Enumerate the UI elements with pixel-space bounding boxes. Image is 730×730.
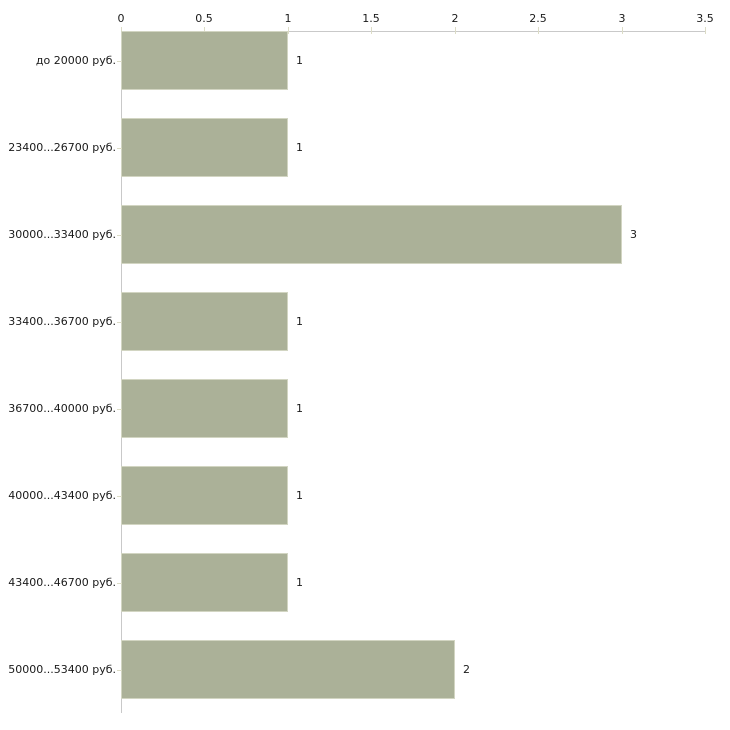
y-axis-tick-mark	[117, 322, 122, 323]
x-axis-tick-mark	[204, 27, 205, 34]
x-axis-tick-label: 1	[284, 12, 292, 25]
category-label: 43400...46700 руб.	[8, 576, 116, 589]
bar	[121, 466, 288, 525]
bar	[121, 640, 455, 699]
y-axis-tick-mark	[117, 61, 122, 62]
bar-value-label: 1	[296, 54, 303, 67]
x-axis-tick-label: 3.5	[696, 12, 714, 25]
category-label: до 20000 руб.	[35, 54, 116, 67]
bar-value-label: 2	[463, 663, 470, 676]
x-axis-tick-label: 3	[618, 12, 626, 25]
x-axis-tick-label: 0.5	[195, 12, 213, 25]
bar-value-label: 3	[630, 228, 637, 241]
bar-value-label: 1	[296, 576, 303, 589]
category-label: 30000...33400 руб.	[8, 228, 116, 241]
x-axis-line	[121, 31, 705, 32]
bar-value-label: 1	[296, 141, 303, 154]
category-label: 36700...40000 руб.	[8, 402, 116, 415]
x-axis-tick-label: 0	[117, 12, 125, 25]
bar	[121, 553, 288, 612]
bar-value-label: 1	[296, 489, 303, 502]
y-axis-tick-mark	[117, 409, 122, 410]
x-axis-tick-label: 1.5	[362, 12, 380, 25]
x-axis-tick-mark	[538, 27, 539, 34]
x-axis-tick-mark	[371, 27, 372, 34]
x-axis-tick-mark	[121, 27, 122, 34]
category-label: 33400...36700 руб.	[8, 315, 116, 328]
bar-value-label: 1	[296, 402, 303, 415]
category-label: 23400...26700 руб.	[8, 141, 116, 154]
y-axis-tick-mark	[117, 148, 122, 149]
bar	[121, 379, 288, 438]
bar-value-label: 1	[296, 315, 303, 328]
category-label: 50000...53400 руб.	[8, 663, 116, 676]
x-axis-tick-mark	[705, 27, 706, 34]
x-axis-tick-label: 2	[451, 12, 459, 25]
category-label: 40000...43400 руб.	[8, 489, 116, 502]
y-axis-tick-mark	[117, 670, 122, 671]
bar	[121, 31, 288, 90]
bar	[121, 205, 622, 264]
bar	[121, 118, 288, 177]
y-axis-tick-mark	[117, 235, 122, 236]
y-axis-line	[121, 31, 122, 713]
bar	[121, 292, 288, 351]
x-axis-tick-label: 2.5	[529, 12, 547, 25]
x-axis-tick-mark	[622, 27, 623, 34]
y-axis-tick-mark	[117, 496, 122, 497]
x-axis-tick-mark	[288, 27, 289, 34]
y-axis-tick-mark	[117, 583, 122, 584]
x-axis-tick-mark	[455, 27, 456, 34]
